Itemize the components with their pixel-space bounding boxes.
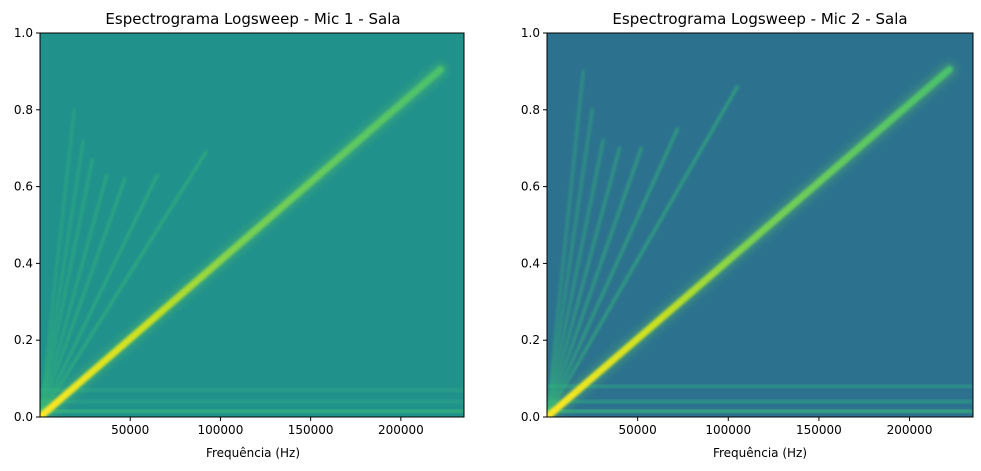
- harmonic-line: [547, 146, 644, 417]
- harmonic-line: [40, 138, 86, 417]
- noise-band: [40, 388, 464, 393]
- y-tick-label: 0.4: [14, 256, 33, 270]
- harmonic-line: [40, 173, 109, 417]
- y-tick-label: 0.2: [14, 333, 33, 347]
- x-axis-label: Frequência (Hz): [206, 446, 300, 460]
- plot-area: [39, 32, 465, 418]
- y-tick-label: 0.4: [521, 256, 540, 270]
- panel-mic2: Espectrograma Logsweep - Mic 2 - Sala 50…: [521, 10, 974, 460]
- x-tick-label: 150000: [796, 423, 842, 437]
- harmonic-line: [40, 173, 160, 417]
- panel-title: Espectrograma Logsweep - Mic 1 - Sala: [105, 10, 400, 28]
- x-tick-label: 200000: [887, 423, 933, 437]
- y-axis: 0.0 0.2 0.4 0.6 0.8 1.0: [521, 26, 547, 424]
- panel-mic1: Espectrograma Logsweep - Mic 1 - Sala 50…: [14, 10, 465, 460]
- harmonic-line: [40, 177, 127, 417]
- y-tick-label: 0.6: [521, 180, 540, 194]
- noise-band: [40, 399, 464, 404]
- noise-band: [547, 409, 973, 414]
- harmonic-line: [547, 85, 740, 417]
- y-tick-label: 0.0: [14, 410, 33, 424]
- harmonic-line: [547, 127, 680, 417]
- x-tick-label: 200000: [378, 423, 424, 437]
- y-tick-label: 0.8: [521, 103, 540, 117]
- x-axis: 50000 100000 150000 200000: [619, 417, 933, 437]
- panel-title: Espectrograma Logsweep - Mic 2 - Sala: [612, 10, 907, 28]
- noise-band: [547, 399, 973, 404]
- x-tick-label: 100000: [198, 423, 244, 437]
- x-tick-label: 150000: [288, 423, 334, 437]
- sweep-line: [40, 65, 445, 417]
- y-tick-label: 0.8: [14, 103, 33, 117]
- y-tick-label: 1.0: [14, 26, 33, 40]
- harmonic-line: [547, 138, 605, 417]
- y-tick-label: 0.6: [14, 180, 33, 194]
- x-axis: 50000 100000 150000 200000: [111, 417, 424, 437]
- x-tick-label: 50000: [111, 423, 149, 437]
- harmonic-line: [547, 146, 622, 417]
- sweep-line: [547, 65, 953, 417]
- harmonic-line: [40, 150, 208, 417]
- harmonic-line: [547, 69, 586, 417]
- harmonic-line: [547, 108, 595, 417]
- plot-frame: [546, 32, 974, 418]
- harmonic-line: [40, 108, 77, 417]
- y-tick-label: 0.0: [521, 410, 540, 424]
- y-axis: 0.0 0.2 0.4 0.6 0.8 1.0: [14, 26, 40, 424]
- noise-band: [40, 409, 464, 414]
- plot-frame: [39, 32, 465, 418]
- x-axis-label: Frequência (Hz): [713, 446, 807, 460]
- noise-band: [547, 384, 973, 389]
- x-tick-label: 100000: [705, 423, 751, 437]
- x-tick-label: 50000: [619, 423, 657, 437]
- y-tick-label: 0.2: [521, 333, 540, 347]
- y-tick-label: 1.0: [521, 26, 540, 40]
- plot-area: [546, 32, 974, 418]
- harmonic-line: [40, 157, 95, 417]
